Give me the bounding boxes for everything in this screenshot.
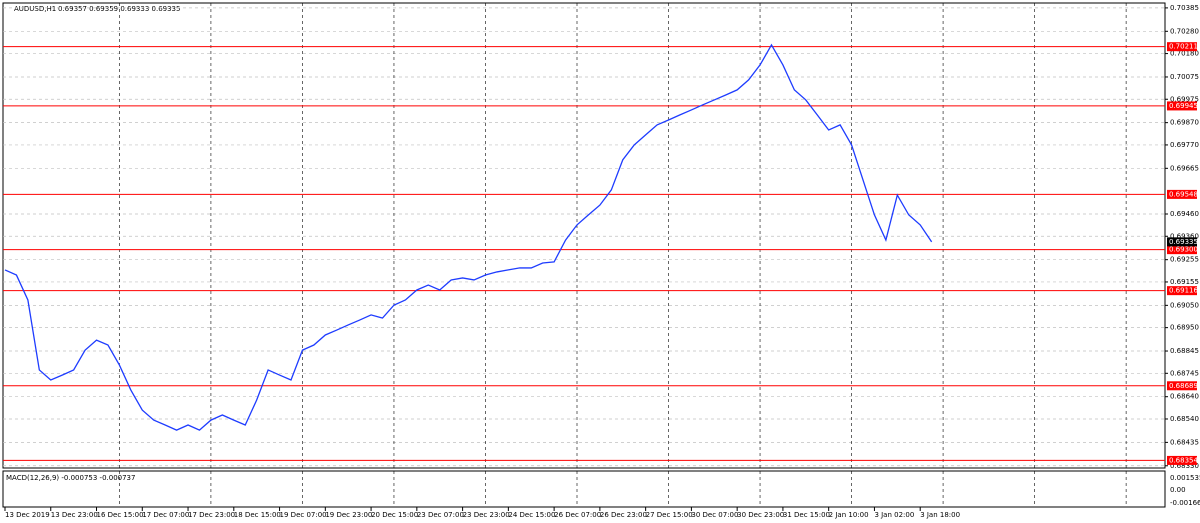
level-tag bbox=[1167, 245, 1197, 255]
x-tick-label: 20 Dec 15:00 bbox=[371, 511, 418, 519]
price-line bbox=[4, 43, 933, 431]
x-tick-label: 31 Dec 15:00 bbox=[783, 511, 830, 519]
x-tick-label: 26 Dec 23:00 bbox=[600, 511, 647, 519]
level-tag bbox=[1167, 42, 1197, 52]
symbol: AUDUSD,H1 bbox=[14, 5, 56, 13]
x-tick-label: 3 Jan 18:00 bbox=[920, 511, 960, 519]
macd-tick: -0.001666 bbox=[1170, 499, 1200, 507]
x-tick-label: 17 Dec 07:00 bbox=[142, 511, 189, 519]
y-tick-label: 0.69050 bbox=[1170, 301, 1199, 309]
y-tick-label: 0.70385 bbox=[1170, 4, 1199, 12]
x-tick-label: 23 Dec 23:00 bbox=[463, 511, 510, 519]
x-tick-label: 18 Dec 15:00 bbox=[234, 511, 281, 519]
x-tick-label: 13 Dec 23:00 bbox=[51, 511, 98, 519]
x-tick-label: 19 Dec 07:00 bbox=[280, 511, 327, 519]
macd-tick: 0.001535 bbox=[1170, 474, 1200, 482]
level-tag bbox=[1167, 286, 1197, 296]
x-tick-label: 17 Dec 23:00 bbox=[188, 511, 235, 519]
y-tick-label: 0.68435 bbox=[1170, 438, 1199, 446]
y-tick-label: 0.69665 bbox=[1170, 164, 1199, 172]
y-tick-label: 0.69770 bbox=[1170, 141, 1199, 149]
level-tag bbox=[1167, 189, 1197, 199]
y-tick-label: 0.68540 bbox=[1170, 415, 1199, 423]
y-tick-label: 0.69360 bbox=[1170, 232, 1199, 240]
x-tick-label: 19 Dec 23:00 bbox=[325, 511, 372, 519]
level-label: 0.68689 bbox=[1169, 382, 1198, 390]
level-label: 0.69116 bbox=[1169, 287, 1198, 295]
y-tick-label: 0.70180 bbox=[1170, 50, 1199, 58]
y-tick-label: 0.69870 bbox=[1170, 119, 1199, 127]
x-tick-label: 27 Dec 15:00 bbox=[646, 511, 693, 519]
last-price-label: 0.69335 bbox=[1169, 238, 1198, 246]
level-tag bbox=[1167, 381, 1197, 391]
x-tick-label: 16 Dec 15:00 bbox=[97, 511, 144, 519]
level-label: 0.69300 bbox=[1169, 246, 1198, 254]
last-price-tag bbox=[1167, 237, 1197, 247]
y-tick-label: 0.68950 bbox=[1170, 324, 1199, 332]
y-tick-label: 0.68845 bbox=[1170, 347, 1199, 355]
x-tick-label: 30 Dec 07:00 bbox=[691, 511, 738, 519]
main-frame bbox=[2, 2, 1166, 469]
level-label: 0.69945 bbox=[1169, 102, 1198, 110]
y-tick-label: 0.69155 bbox=[1170, 278, 1199, 286]
macd-tick: 0.00 bbox=[1170, 486, 1186, 494]
level-label: 0.70211 bbox=[1169, 43, 1198, 51]
macd-frame bbox=[2, 470, 1166, 508]
level-label: 0.69548 bbox=[1169, 190, 1198, 198]
x-tick-label: 23 Dec 07:00 bbox=[417, 511, 464, 519]
y-tick-label: 0.69255 bbox=[1170, 256, 1199, 264]
x-tick-label: 26 Dec 07:00 bbox=[554, 511, 601, 519]
y-tick-label: 0.70280 bbox=[1170, 27, 1199, 35]
y-tick-label: 0.70075 bbox=[1170, 73, 1199, 81]
x-tick-label: 13 Dec 2019 bbox=[5, 511, 50, 519]
x-tick-label: 30 Dec 23:00 bbox=[737, 511, 784, 519]
y-tick-label: 0.68745 bbox=[1170, 369, 1199, 377]
level-tag bbox=[1167, 455, 1197, 465]
y-tick-label: 0.68330 bbox=[1170, 462, 1199, 470]
x-tick-label: 24 Dec 15:00 bbox=[508, 511, 555, 519]
level-label: 0.68354 bbox=[1169, 456, 1198, 464]
y-tick-label: 0.69975 bbox=[1170, 95, 1199, 103]
y-tick-label: 0.69460 bbox=[1170, 210, 1199, 218]
x-tick-label: 2 Jan 10:00 bbox=[829, 511, 869, 519]
level-tag bbox=[1167, 101, 1197, 111]
macd-title: MACD(12,26,9) -0.000753 -0.000737 bbox=[6, 474, 135, 482]
y-tick-label: 0.68640 bbox=[1170, 393, 1199, 401]
x-tick-label: 3 Jan 02:00 bbox=[874, 511, 914, 519]
